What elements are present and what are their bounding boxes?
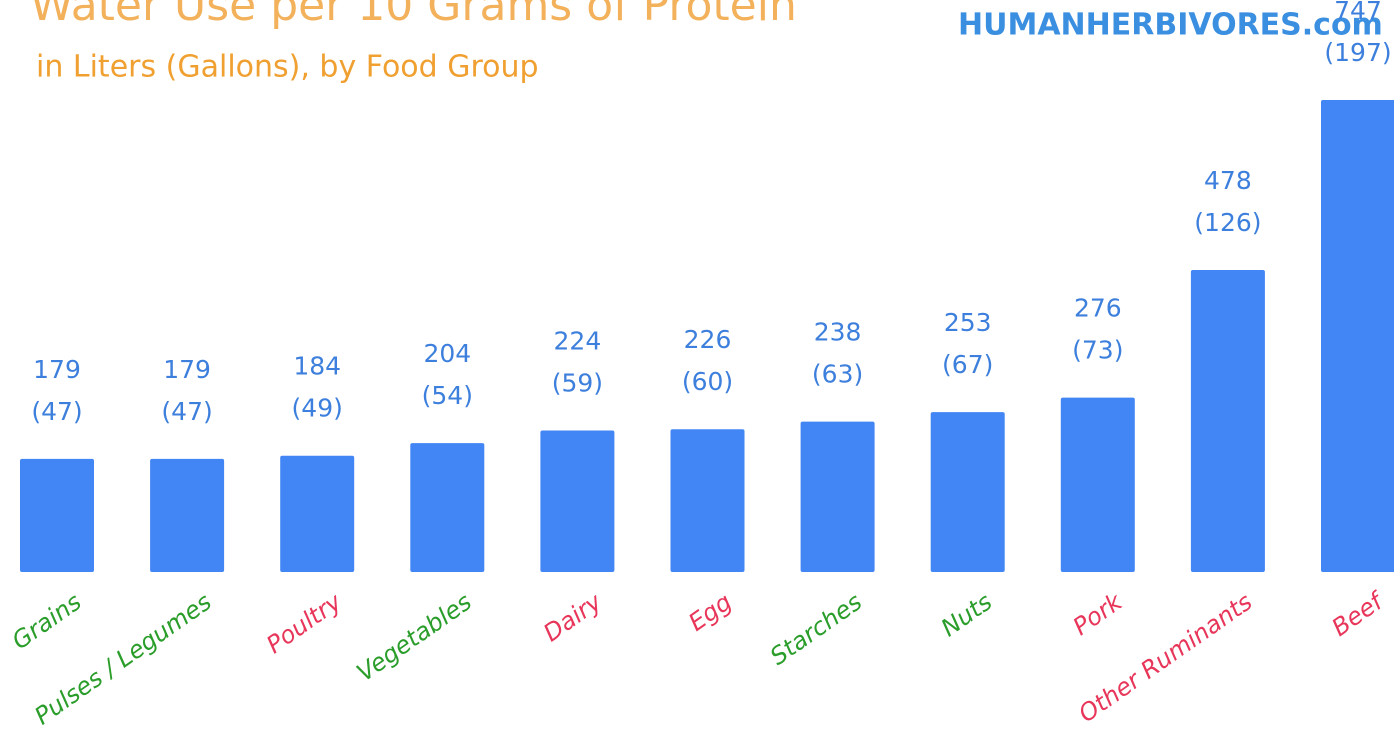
gallons-label: (47) bbox=[161, 397, 212, 426]
x-tick-label: Nuts bbox=[936, 588, 997, 643]
gallons-label: (60) bbox=[682, 367, 733, 396]
bar bbox=[801, 422, 875, 572]
value-label: 179 bbox=[33, 355, 81, 384]
gallons-label: (73) bbox=[1072, 336, 1123, 365]
bar bbox=[280, 456, 354, 572]
x-tick-label: Poultry bbox=[261, 587, 347, 659]
x-tick-label: Vegetables bbox=[352, 588, 477, 687]
bar bbox=[1061, 398, 1135, 572]
chart-subtitle: in Liters (Gallons), by Food Group bbox=[36, 50, 539, 85]
value-label: 204 bbox=[423, 339, 471, 368]
value-label: 226 bbox=[684, 325, 732, 354]
gallons-label: (197) bbox=[1324, 38, 1391, 67]
value-label: 276 bbox=[1074, 294, 1122, 323]
x-tick-label: Beef bbox=[1327, 586, 1391, 642]
gallons-label: (63) bbox=[812, 360, 863, 389]
bar bbox=[1321, 100, 1394, 572]
value-label: 179 bbox=[163, 355, 211, 384]
gallons-label: (59) bbox=[552, 368, 603, 397]
value-label: 253 bbox=[944, 308, 992, 337]
bar bbox=[20, 459, 94, 572]
x-tick-label: Grains bbox=[7, 588, 87, 655]
gallons-label: (47) bbox=[31, 397, 82, 426]
bar bbox=[410, 443, 484, 572]
x-tick-label: Egg bbox=[684, 588, 737, 637]
value-label: 238 bbox=[814, 318, 862, 347]
bar bbox=[150, 459, 224, 572]
gallons-label: (54) bbox=[422, 381, 473, 410]
x-tick-label: Dairy bbox=[538, 587, 607, 647]
value-label: 184 bbox=[293, 352, 341, 381]
logo: HUMANHERBIVORES.com bbox=[958, 8, 1383, 43]
gallons-label: (49) bbox=[292, 394, 343, 423]
x-tick-label: Starches bbox=[765, 588, 867, 671]
bar bbox=[671, 429, 745, 572]
chart: Water Use per 10 Grams of Protein in Lit… bbox=[0, 0, 1394, 756]
x-tick-label: Pork bbox=[1068, 587, 1128, 641]
gallons-label: (126) bbox=[1194, 208, 1261, 237]
bar bbox=[931, 412, 1005, 572]
bar bbox=[1191, 270, 1265, 572]
chart-title: Water Use per 10 Grams of Protein bbox=[30, 0, 797, 31]
value-label: 478 bbox=[1204, 166, 1252, 195]
gallons-label: (67) bbox=[942, 350, 993, 379]
bar bbox=[540, 430, 614, 572]
value-label: 747 bbox=[1334, 0, 1382, 25]
value-label: 224 bbox=[554, 326, 602, 355]
